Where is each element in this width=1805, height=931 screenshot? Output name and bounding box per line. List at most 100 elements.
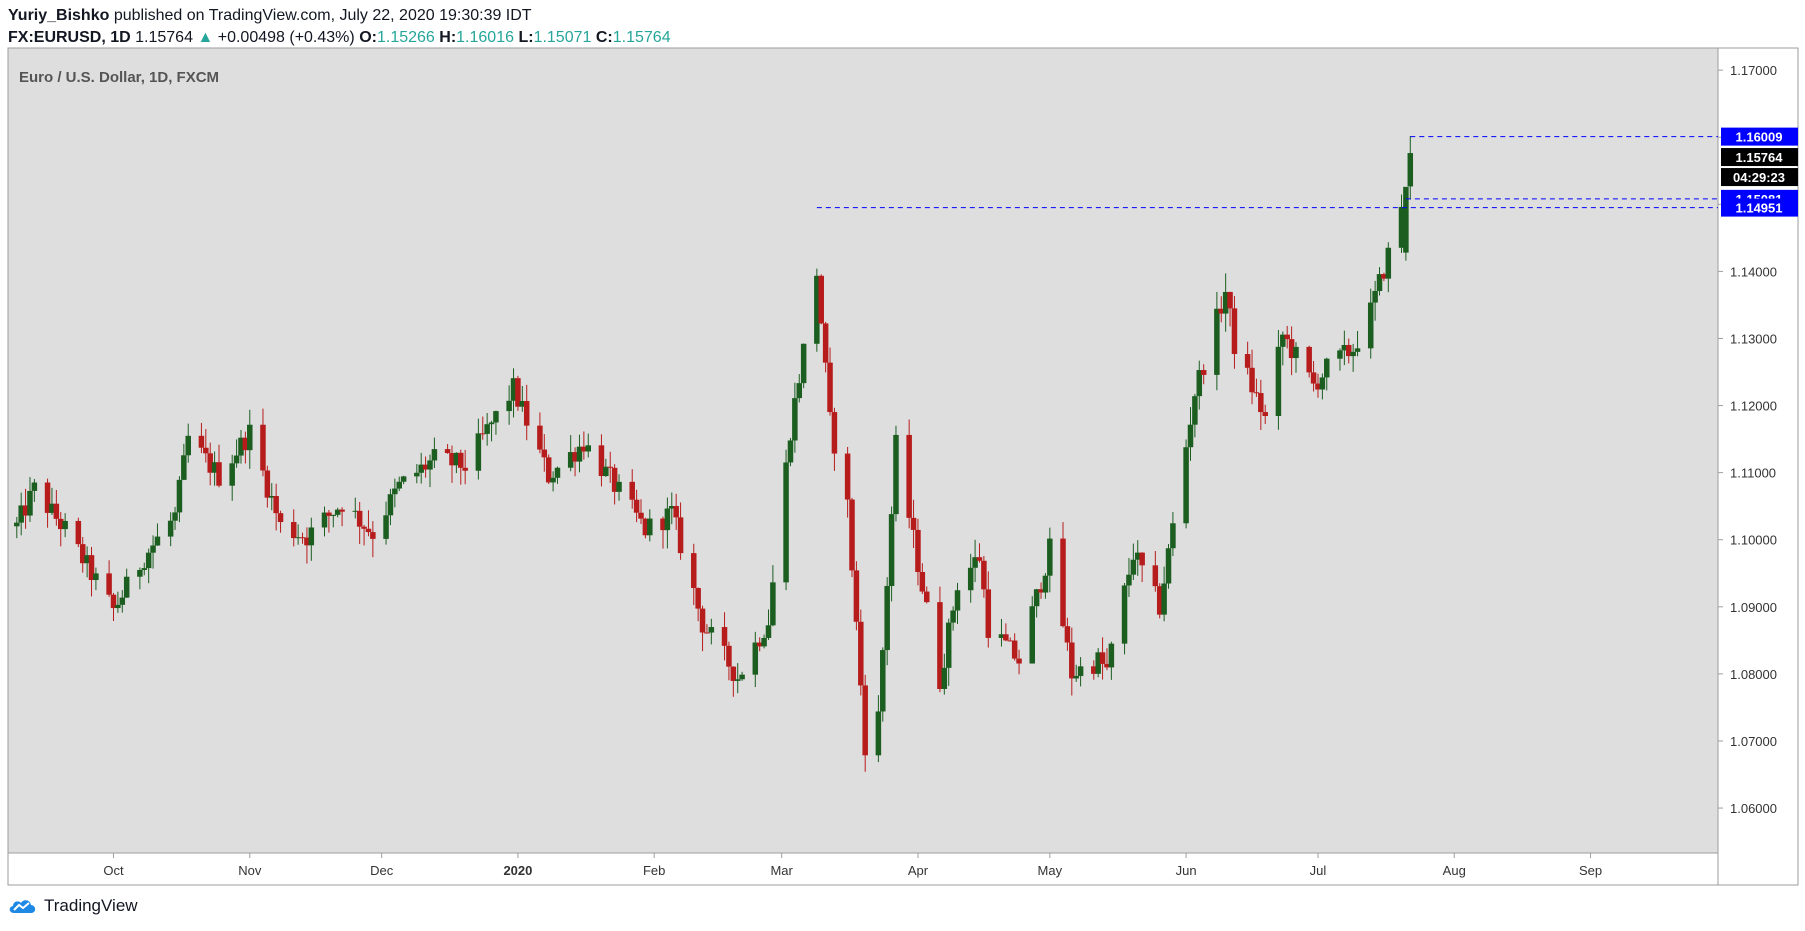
candle-body xyxy=(1139,552,1145,566)
candle-body xyxy=(269,496,275,498)
candle-body xyxy=(550,477,556,483)
y-tick-label: 1.17000 xyxy=(1730,63,1777,78)
candle-body xyxy=(62,520,68,530)
candle-body xyxy=(919,572,926,592)
candle-body xyxy=(818,275,824,324)
candle-body xyxy=(414,472,420,477)
candle-body xyxy=(1047,538,1053,576)
candle-body xyxy=(216,462,222,486)
candle-body xyxy=(299,537,306,539)
candle-body xyxy=(937,602,943,689)
candle-body xyxy=(998,634,1005,638)
candle-body xyxy=(1099,652,1106,664)
candle-body xyxy=(1367,302,1374,349)
candle-body xyxy=(647,518,653,536)
candle-body xyxy=(844,453,851,500)
candle-body xyxy=(814,275,820,344)
y-tick-label: 1.13000 xyxy=(1730,331,1777,346)
candle-body xyxy=(1121,585,1128,644)
candle-body xyxy=(603,466,609,477)
candle-body xyxy=(273,496,279,514)
candle-body xyxy=(370,532,376,539)
candle-body xyxy=(49,503,55,513)
candle-body xyxy=(242,437,249,451)
candle-body xyxy=(721,627,728,646)
candle-body xyxy=(572,452,578,462)
candle-body xyxy=(1306,346,1312,373)
candle-body xyxy=(141,568,148,570)
candle-body xyxy=(976,557,983,561)
publish-text: published on TradingView.com, July 22, 2… xyxy=(113,7,532,24)
x-axis-ticks: Oct Nov Dec 2020 Feb Mar Apr May Jun Jul Aug Sep xyxy=(103,853,1602,878)
x-tick-label: Dec xyxy=(370,863,394,878)
candle-body xyxy=(519,400,526,407)
candle-body xyxy=(308,527,315,546)
candle-body xyxy=(207,453,213,473)
candle-body xyxy=(1284,334,1290,340)
candle-body xyxy=(880,650,886,712)
candle-body xyxy=(383,515,389,539)
candle-body xyxy=(770,582,776,626)
candle-body xyxy=(633,499,640,513)
candle-body xyxy=(198,435,205,448)
candle-body xyxy=(295,537,301,539)
author-name[interactable]: Yuriy_Bishko xyxy=(8,7,110,24)
candle-body xyxy=(1319,377,1326,390)
candle-body xyxy=(1196,370,1203,397)
candle-body xyxy=(119,597,126,605)
candle-body xyxy=(708,627,715,633)
price-axis[interactable] xyxy=(1717,47,1799,886)
candle-body xyxy=(1288,339,1295,359)
candle-body xyxy=(1262,412,1268,417)
candle-body xyxy=(31,482,38,491)
candle-body xyxy=(172,512,178,521)
candle-body xyxy=(752,642,759,675)
candle-body xyxy=(576,446,583,462)
candle-body xyxy=(510,378,517,401)
candle-body xyxy=(1038,589,1044,593)
candle-body xyxy=(629,481,635,500)
candle-body xyxy=(1372,290,1378,303)
level-price-label-bg xyxy=(1721,198,1798,217)
time-axis[interactable] xyxy=(7,852,1719,886)
candle-body xyxy=(352,510,359,512)
candle-body xyxy=(954,590,961,611)
candle-body xyxy=(660,518,666,531)
candle-body xyxy=(321,512,328,528)
tradingview-logo[interactable]: TradingView xyxy=(8,896,138,916)
candle-body xyxy=(1403,186,1409,253)
candle-body xyxy=(449,453,455,466)
candle-body xyxy=(137,569,143,577)
candle-body xyxy=(79,544,86,564)
last-price-label: 1.15764 xyxy=(1736,150,1784,165)
candle-body xyxy=(1104,663,1110,668)
candle-body xyxy=(400,476,407,482)
open-value: 1.15266 xyxy=(376,29,435,46)
y-tick-label: 1.06000 xyxy=(1730,801,1777,816)
candle-body xyxy=(1060,538,1066,627)
candle-body xyxy=(18,505,24,523)
candle-body xyxy=(264,470,271,498)
y-tick-label: 1.14000 xyxy=(1730,264,1777,279)
x-tick-label: Nov xyxy=(238,863,262,878)
level-lines-group xyxy=(816,136,1718,209)
candle-body xyxy=(22,505,29,516)
candle-body xyxy=(515,378,521,407)
candle-body xyxy=(537,425,543,450)
candle-body xyxy=(304,537,310,546)
candle-body xyxy=(247,424,253,451)
x-tick-label: 2020 xyxy=(503,863,532,878)
candle-body xyxy=(941,667,948,689)
candle-body xyxy=(1029,606,1035,664)
x-tick-label: Jul xyxy=(1310,863,1327,878)
candle-body xyxy=(488,422,495,425)
countdown-label: 04:29:23 xyxy=(1733,170,1785,185)
candle-body xyxy=(361,526,367,529)
x-tick-label: Mar xyxy=(770,863,793,878)
candle-body xyxy=(822,323,829,363)
candle-body xyxy=(1091,666,1097,674)
candle-body xyxy=(945,622,952,668)
candle-body xyxy=(1069,642,1075,679)
candle-body xyxy=(541,449,548,458)
